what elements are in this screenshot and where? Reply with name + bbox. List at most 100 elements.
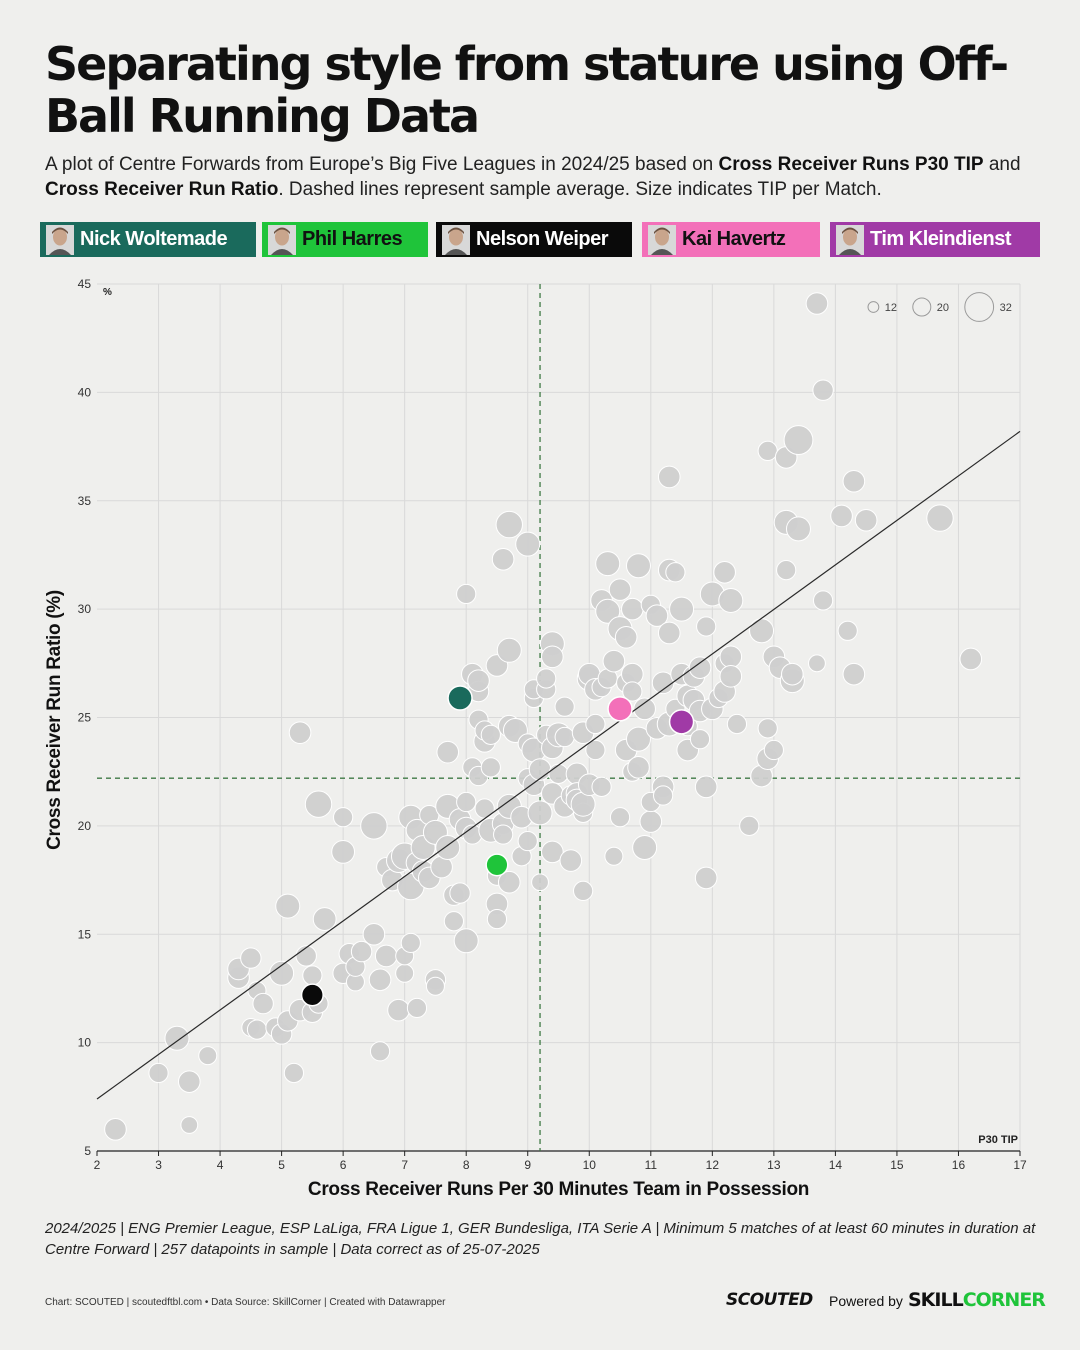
data-point — [585, 713, 606, 735]
data-point — [805, 292, 829, 315]
data-point — [312, 907, 337, 931]
data-point — [614, 626, 638, 649]
x-tick-label: 7 — [401, 1158, 408, 1172]
x-tick-label: 6 — [340, 1158, 347, 1172]
data-point — [591, 776, 612, 797]
player-name: Nelson Weiper — [476, 228, 609, 250]
x-tick-label: 16 — [952, 1158, 966, 1172]
size-legend: 12 20 32 — [867, 292, 1012, 322]
y-tick-label: 10 — [78, 1036, 92, 1050]
player-photo-icon — [648, 224, 676, 255]
data-point — [333, 807, 354, 828]
data-point — [621, 597, 644, 621]
subtitle-text-3: . Dashed lines represent sample average.… — [278, 179, 882, 200]
player-tag-weiper: Nelson Weiper — [436, 222, 632, 257]
data-point — [531, 873, 549, 892]
player-name: Nick Woltemade — [80, 228, 228, 250]
x-unit-label: P30 TIP — [978, 1134, 1018, 1146]
x-tick-label: 4 — [217, 1158, 224, 1172]
size-legend-label: 12 — [885, 302, 897, 314]
x-tick-label: 10 — [583, 1158, 597, 1172]
data-point — [496, 637, 522, 663]
highlight-point-tim-kleindienst — [668, 709, 695, 735]
data-point — [627, 756, 650, 779]
data-points — [104, 292, 983, 1141]
player-photo-icon — [836, 224, 864, 255]
data-point — [269, 960, 295, 986]
x-tick-label: 17 — [1013, 1158, 1027, 1172]
data-point — [718, 587, 744, 613]
data-point — [632, 835, 658, 861]
data-point — [480, 757, 501, 778]
data-point — [812, 590, 834, 611]
data-point — [726, 713, 748, 735]
data-point — [288, 721, 312, 744]
data-point — [480, 724, 501, 745]
data-point — [688, 656, 712, 679]
data-point — [453, 928, 479, 954]
data-point — [536, 668, 557, 689]
data-point — [812, 379, 834, 401]
x-tick-label: 15 — [890, 1158, 904, 1172]
player-legend: Nick Woltemade Phil Harres Nelson Weiper… — [40, 222, 1050, 258]
data-point — [517, 830, 538, 852]
data-point — [387, 998, 410, 1022]
data-point — [763, 739, 784, 761]
x-tick-label: 13 — [767, 1158, 781, 1172]
scatter-chart: 2 3 4 5 6 7 8 9 10 11 12 13 14 15 16 175101520253035404… — [78, 277, 1027, 1172]
highlight-point-nelson-weiper — [300, 983, 324, 1007]
data-point — [657, 621, 681, 645]
data-point — [528, 758, 552, 781]
data-point — [595, 598, 621, 624]
data-point — [240, 947, 262, 969]
data-point — [456, 791, 477, 813]
player-photo-icon — [442, 224, 470, 255]
data-point — [657, 465, 681, 489]
data-point — [595, 551, 621, 577]
size-legend-circle — [867, 301, 880, 313]
data-point — [374, 944, 398, 968]
data-point — [830, 504, 853, 528]
data-point — [573, 880, 594, 902]
data-point — [608, 578, 632, 601]
subtitle-metric-1: Cross Receiver Runs P30 TIP — [718, 154, 984, 175]
size-legend-circle — [964, 292, 995, 322]
data-point — [302, 965, 323, 986]
data-point — [694, 775, 718, 799]
player-photo-icon — [46, 224, 74, 255]
grid-lines — [97, 283, 1021, 1151]
footnote: 2024/2025 | ENG Premier League, ESP LaLi… — [45, 1220, 1036, 1258]
data-point — [178, 1070, 201, 1093]
highlight-point-nick-woltemade — [447, 685, 473, 711]
highlight-point-phil-harres — [485, 853, 509, 877]
data-point — [602, 649, 626, 673]
y-tick-label: 30 — [78, 602, 92, 616]
data-point — [180, 1116, 199, 1134]
powered-by-text: Powered by — [829, 1293, 903, 1309]
highlight-point-kai-havertz — [607, 696, 633, 722]
scouted-logo: SCOUTED — [726, 1290, 813, 1310]
data-point — [497, 870, 521, 894]
player-name: Phil Harres — [302, 228, 403, 250]
data-point — [570, 791, 596, 817]
data-point — [252, 992, 274, 1015]
y-tick-label: 40 — [78, 385, 92, 399]
data-point — [295, 945, 317, 967]
x-axis-title: Cross Receiver Runs Per 30 Minutes Team … — [307, 1179, 810, 1200]
page-title: Separating style from stature using Off-… — [45, 37, 1009, 143]
y-tick-label: 5 — [84, 1144, 91, 1158]
data-point — [696, 616, 717, 637]
y-axis-title-text: Cross Receiver Run Ratio (%) — [44, 590, 65, 850]
data-point — [456, 583, 477, 605]
subtitle-text-2: and — [983, 154, 1021, 175]
size-legend-circle — [912, 297, 932, 317]
data-point — [495, 510, 523, 539]
data-point — [719, 665, 743, 688]
data-point — [486, 908, 508, 930]
data-point — [148, 1062, 169, 1084]
data-point — [842, 662, 866, 686]
data-point — [837, 620, 858, 641]
data-point — [474, 798, 495, 819]
skillcorner-logo-skill: SKILL — [908, 1289, 964, 1311]
data-point — [713, 560, 736, 584]
